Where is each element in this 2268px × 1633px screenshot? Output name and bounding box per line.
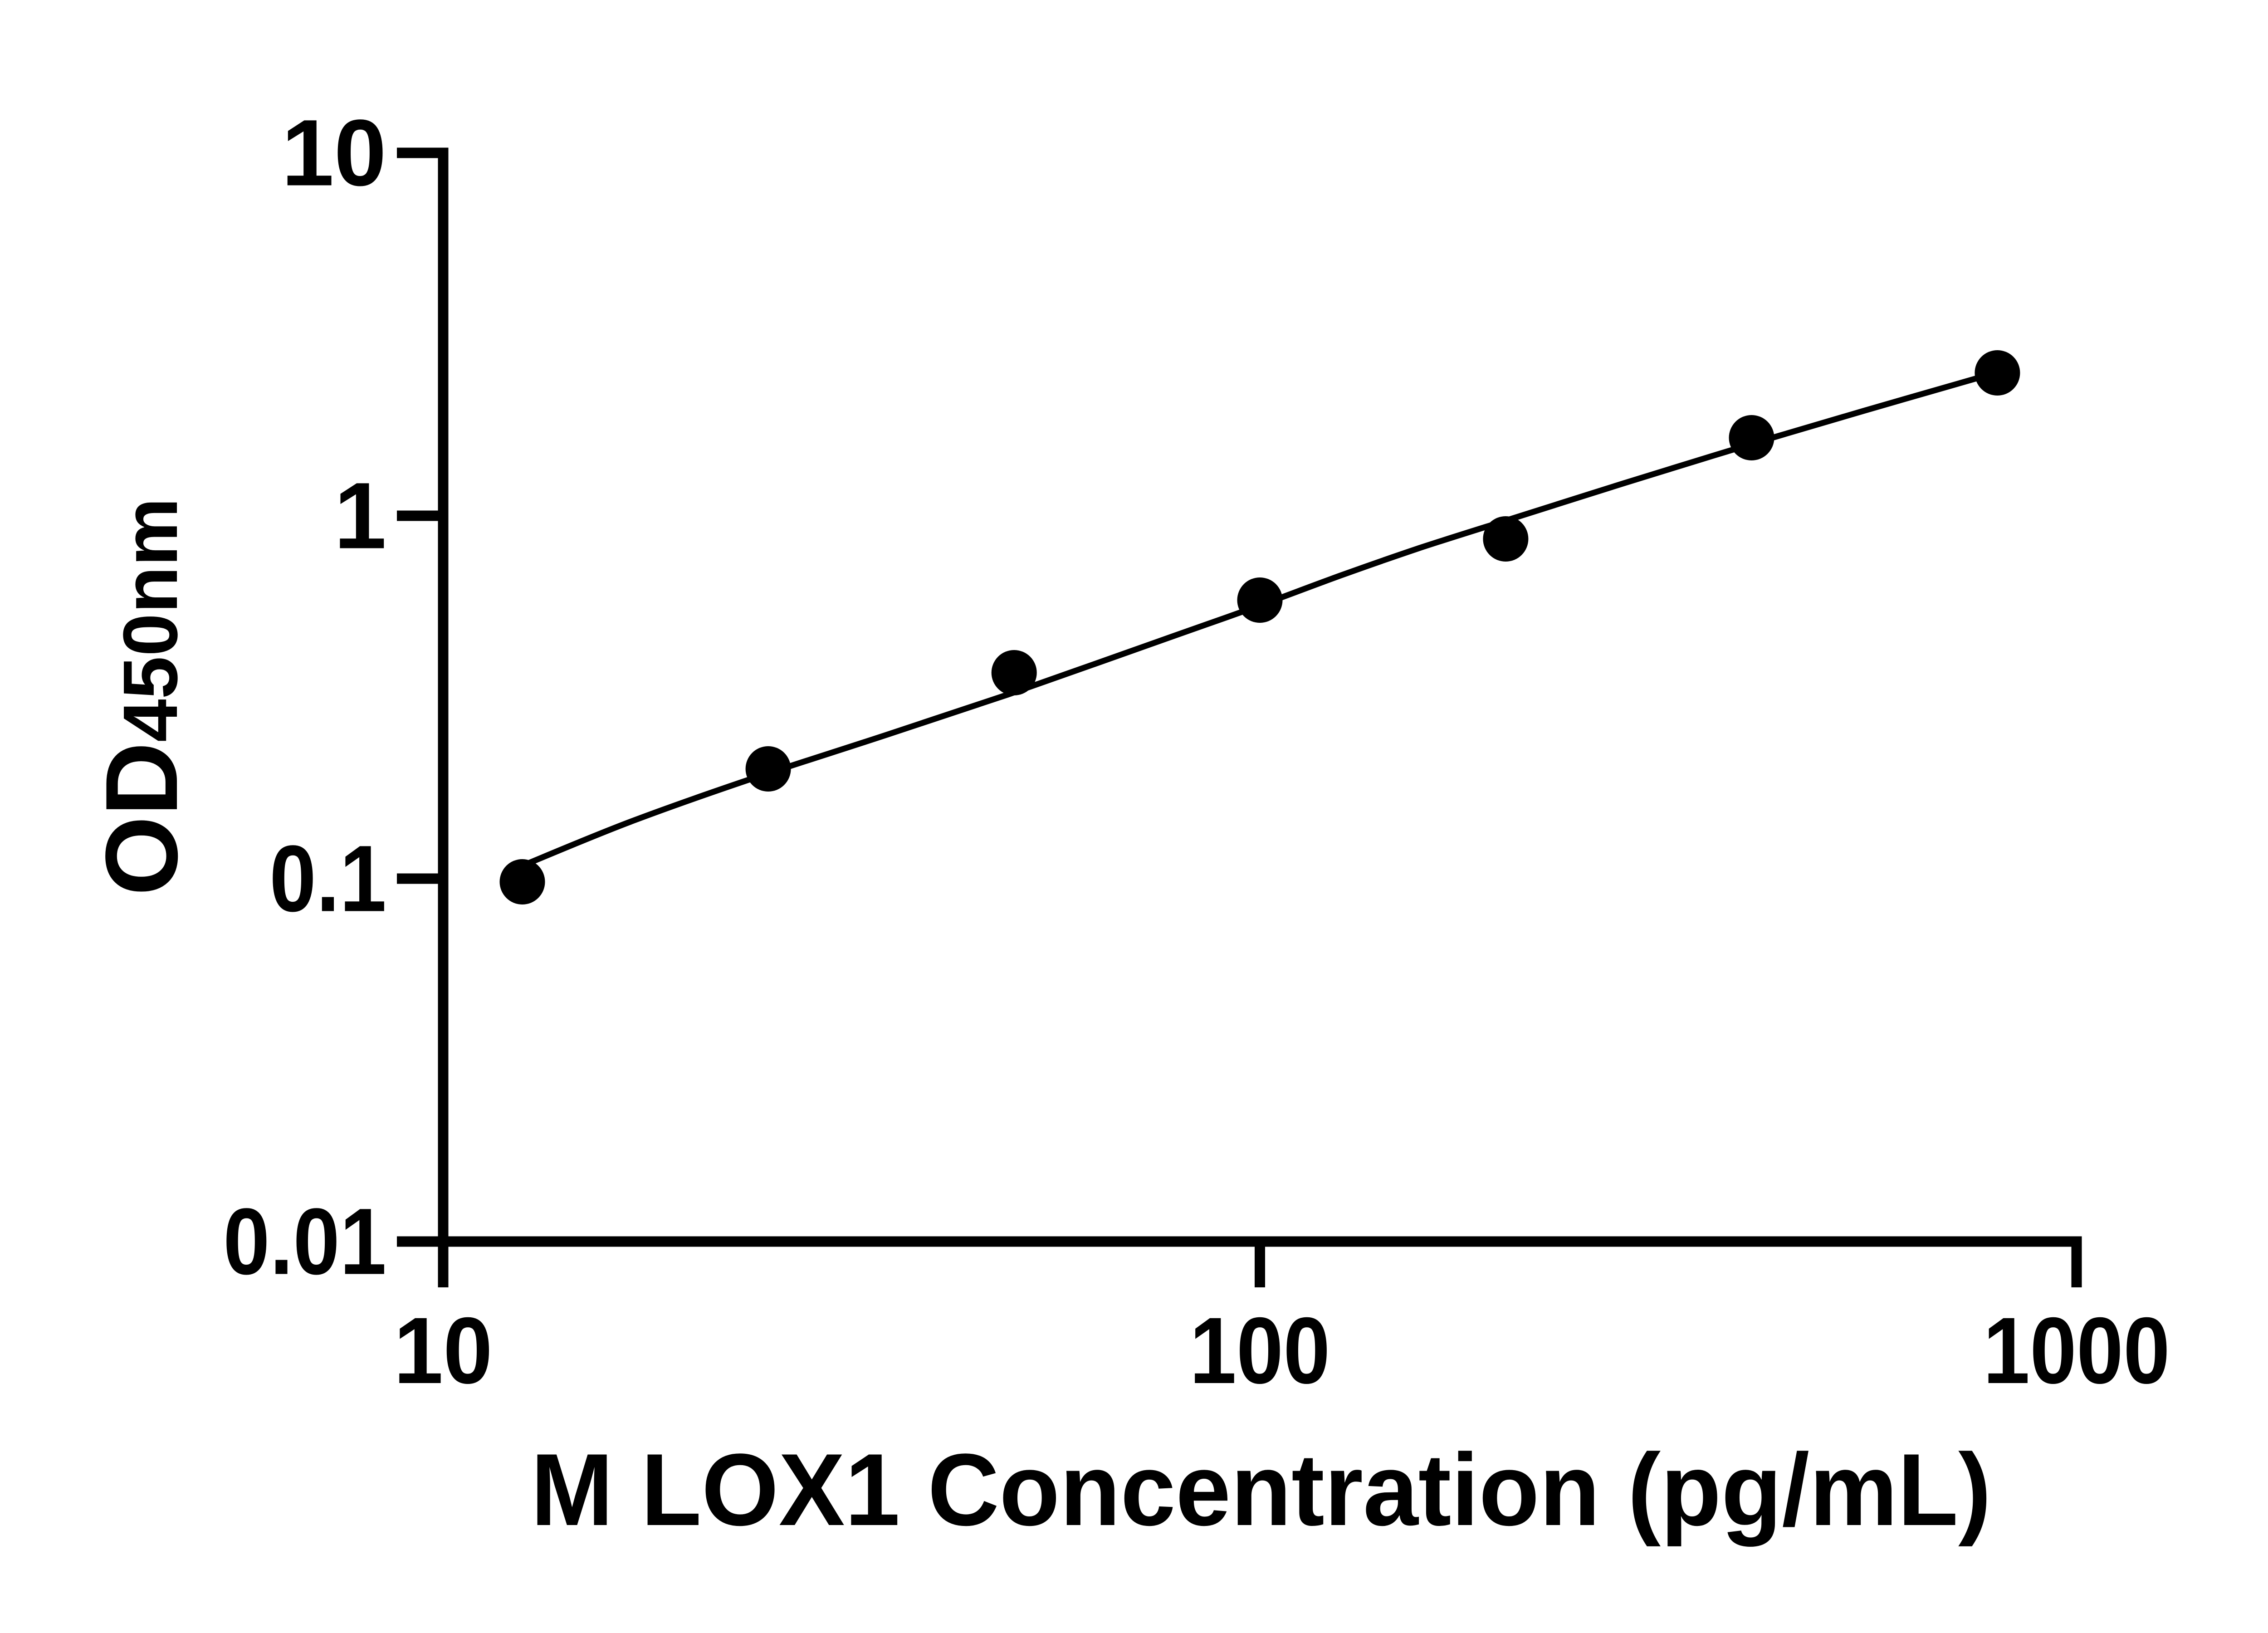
svg-text:0.01: 0.01 xyxy=(223,1189,386,1295)
svg-text:0.1: 0.1 xyxy=(269,826,386,932)
svg-text:1: 1 xyxy=(334,464,386,569)
svg-text:OD450nm: OD450nm xyxy=(84,498,199,896)
svg-text:10: 10 xyxy=(282,101,386,206)
svg-text:1000: 1000 xyxy=(1983,1298,2170,1403)
svg-text:10: 10 xyxy=(394,1298,493,1403)
svg-text:M LOX1 Concentration (pg/mL): M LOX1 Concentration (pg/mL) xyxy=(531,1432,1991,1547)
svg-text:100: 100 xyxy=(1190,1298,1330,1403)
